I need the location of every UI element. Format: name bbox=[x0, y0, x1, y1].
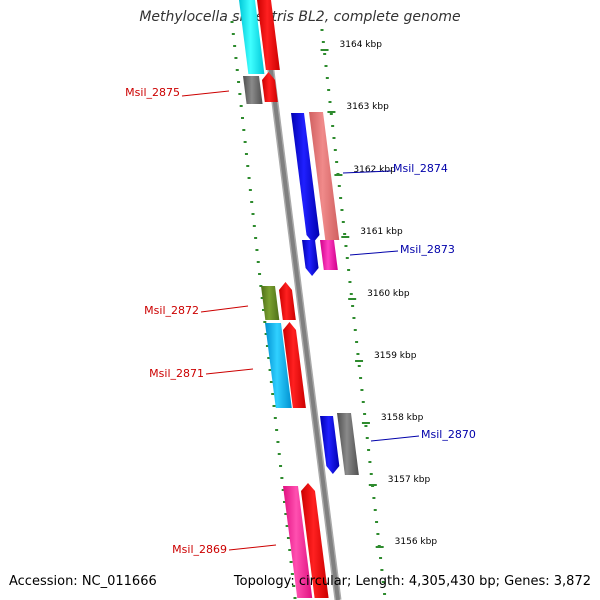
gene-block-sky[interactable] bbox=[265, 323, 292, 408]
kbp-label: 3162 kbp bbox=[353, 165, 396, 175]
gene-block-blue[interactable] bbox=[302, 240, 319, 276]
gene-label[interactable]: Msil_2872 bbox=[144, 304, 199, 317]
gene-block-red[interactable] bbox=[257, 0, 280, 70]
kbp-label: 3159 kbp bbox=[374, 351, 417, 361]
gene-block-gray[interactable] bbox=[337, 413, 359, 475]
gene-label[interactable]: Msil_2873 bbox=[400, 243, 455, 256]
gene-block-gray[interactable] bbox=[243, 76, 263, 104]
gene-block-olive[interactable] bbox=[261, 286, 280, 320]
gene-leader-line bbox=[342, 170, 392, 174]
gene-leader-line bbox=[200, 305, 249, 313]
gene-block-salmon[interactable] bbox=[309, 112, 340, 240]
kbp-label: 3164 kbp bbox=[340, 40, 383, 50]
gene-block-blue[interactable] bbox=[291, 113, 320, 243]
gene-label[interactable]: Msil_2869 bbox=[172, 543, 227, 556]
gene-block-blue[interactable] bbox=[320, 416, 340, 474]
gene-block-cyan[interactable] bbox=[239, 0, 265, 74]
gene-block-magenta[interactable] bbox=[320, 240, 338, 270]
gene-leader-line bbox=[370, 435, 420, 442]
kbp-label: 3158 kbp bbox=[381, 413, 424, 423]
kbp-label: 3161 kbp bbox=[360, 227, 403, 237]
kbp-label: 3160 kbp bbox=[367, 289, 410, 299]
map-title: Methylocella silvestris BL2, complete ge… bbox=[139, 9, 461, 25]
gene-block-red[interactable] bbox=[279, 282, 296, 320]
gene-leader-line bbox=[228, 544, 277, 551]
gene-block-red[interactable] bbox=[301, 483, 329, 598]
kbp-label: 3163 kbp bbox=[346, 102, 389, 112]
gene-label[interactable]: Msil_2870 bbox=[421, 428, 476, 441]
kbp-label: 3156 kbp bbox=[395, 537, 438, 547]
gene-label[interactable]: Msil_2871 bbox=[149, 367, 204, 380]
gene-block-pink[interactable] bbox=[283, 486, 313, 598]
gene-leader-line bbox=[349, 250, 399, 256]
kbp-label: 3157 kbp bbox=[388, 475, 431, 485]
gene-leader-line bbox=[205, 368, 254, 375]
gene-block-red[interactable] bbox=[262, 72, 278, 102]
gene-label[interactable]: Msil_2874 bbox=[393, 162, 448, 175]
gene-label[interactable]: Msil_2875 bbox=[125, 86, 180, 99]
gene-leader-line bbox=[181, 90, 230, 97]
gene-block-red[interactable] bbox=[283, 322, 306, 408]
accession-text: Accession: NC_011666 bbox=[9, 574, 157, 589]
topology-text: Topology: circular; Length: 4,305,430 bp… bbox=[233, 574, 591, 589]
